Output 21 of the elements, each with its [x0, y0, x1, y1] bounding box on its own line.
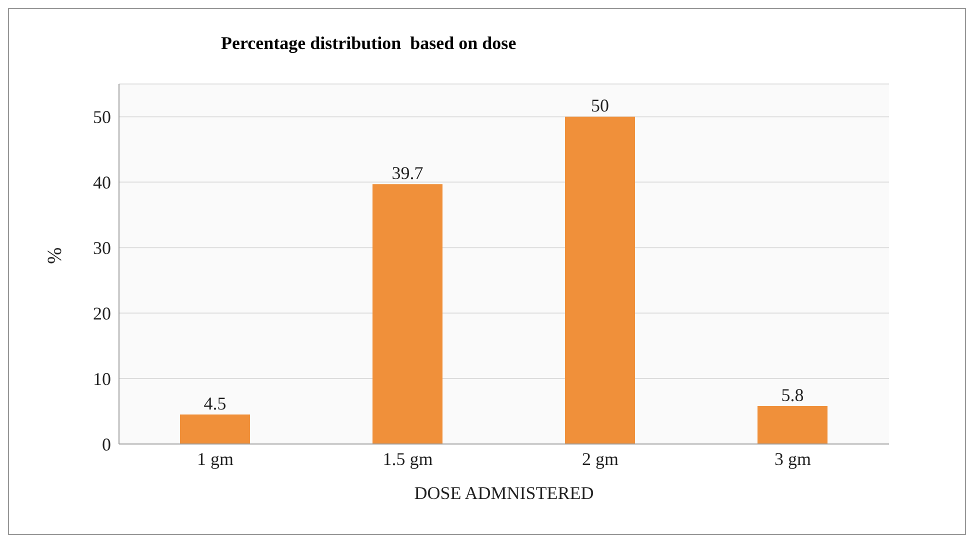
bar	[180, 414, 250, 444]
y-axis-title: %	[44, 247, 66, 264]
y-tick-label: 20	[93, 303, 111, 324]
x-tick-label: 2 gm	[582, 448, 619, 469]
data-label: 39.7	[392, 163, 424, 184]
x-tick-label: 1 gm	[196, 448, 234, 469]
bar	[758, 406, 828, 444]
y-tick-label: 40	[93, 172, 111, 193]
y-tick-label: 10	[93, 368, 111, 389]
data-label: 5.8	[781, 385, 804, 406]
bar	[372, 184, 442, 444]
data-label: 50	[591, 96, 609, 116]
x-tick-label: 3 gm	[774, 448, 812, 469]
x-axis-title: DOSE ADMNISTERED	[414, 483, 594, 503]
data-label: 4.5	[204, 394, 226, 414]
x-tick-label: 1.5 gm	[382, 448, 433, 469]
chart-title: Percentage distribution based on dose	[221, 33, 518, 54]
y-tick-label: 50	[93, 107, 111, 128]
y-tick-label: 0	[102, 434, 111, 454]
y-tick-label: 30	[93, 238, 111, 258]
bar	[565, 116, 635, 444]
